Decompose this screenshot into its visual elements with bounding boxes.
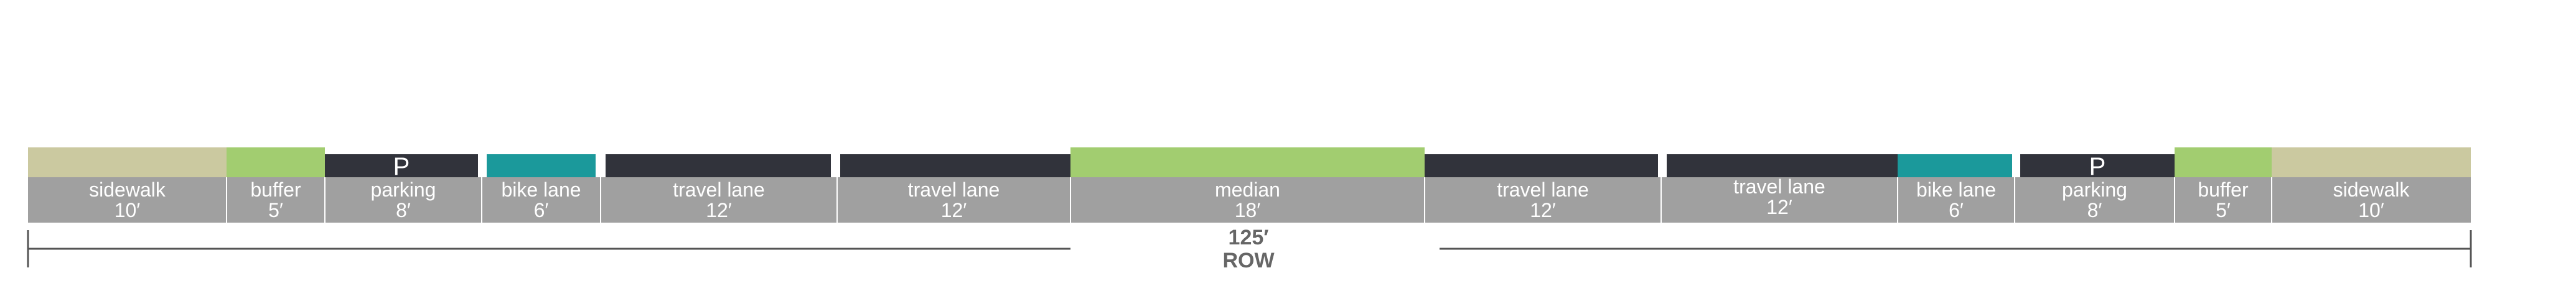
bike-lane-band (487, 154, 596, 177)
label-dividers (226, 177, 2272, 223)
parking-marker: P (2089, 153, 2106, 180)
travel-lane-width: 12′ (941, 199, 967, 221)
travel-lane-label: travel lane (1733, 175, 1825, 198)
bike-lane-width: 6′ (534, 199, 549, 221)
row-total-width: 125′ (1229, 226, 1269, 249)
bike-lane-band (1898, 154, 2012, 177)
buffer-band (227, 147, 325, 177)
median-width: 18′ (1235, 199, 1261, 221)
parking-label: parking (371, 178, 436, 201)
buffer-band (2175, 147, 2272, 177)
travel-lane-label: travel lane (673, 178, 765, 201)
travel-lane-width: 12′ (706, 199, 732, 221)
sidewalk-band (2272, 147, 2471, 177)
parking-band (325, 154, 478, 177)
travel-lane-label: travel lane (1497, 178, 1589, 201)
right-of-way-dimension: 125′ ROW (27, 226, 2472, 272)
bike-lane-label: bike lane (1916, 178, 1996, 201)
sidewalk-label: sidewalk (89, 178, 166, 201)
sidewalk-width: 10′ (115, 199, 141, 221)
row-total-label: ROW (1222, 249, 1275, 272)
parking-width: 8′ (2087, 199, 2102, 221)
buffer-width: 5′ (268, 199, 283, 221)
parking-marker: P (393, 153, 410, 180)
sidewalk-width: 10′ (2358, 199, 2384, 221)
travel-lane-band (1667, 154, 1898, 177)
sidewalk-label: sidewalk (2333, 178, 2410, 201)
bike-lane-label: bike lane (501, 178, 581, 201)
travel-lane-band (1425, 154, 1658, 177)
parking-label: parking (2062, 178, 2127, 201)
travel-lane-label: travel lane (908, 178, 1000, 201)
label-bar (28, 177, 2471, 223)
travel-lane-band (606, 154, 831, 177)
sidewalk-band (28, 147, 227, 177)
parking-width: 8′ (396, 199, 411, 221)
buffer-label: buffer (2198, 178, 2249, 201)
median-label: median (1215, 178, 1280, 201)
median-band (1070, 147, 1425, 177)
travel-lane-band (840, 154, 1070, 177)
buffer-width: 5′ (2216, 199, 2231, 221)
travel-lane-width: 12′ (1530, 199, 1556, 221)
parking-band (2020, 154, 2175, 177)
travel-lane-width: 12′ (1766, 196, 1792, 218)
buffer-label: buffer (250, 178, 301, 201)
bike-lane-width: 6′ (1949, 199, 1964, 221)
